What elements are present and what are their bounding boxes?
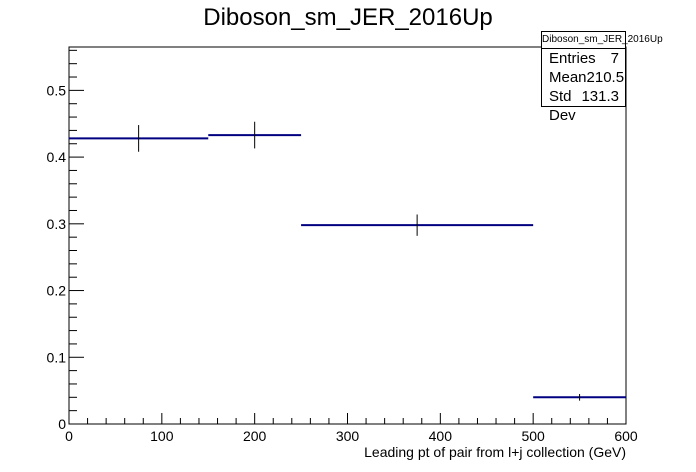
- stats-value: 7: [610, 50, 619, 67]
- histogram-bin: [301, 214, 534, 236]
- histogram-bin: [533, 393, 626, 401]
- x-tick-label: 200: [243, 428, 267, 444]
- axes: 0 100 200 300 400 500 600 0 0.1 0.2 0.3 0.4 0.5: [47, 46, 638, 444]
- stats-value: 210.5: [586, 69, 625, 86]
- y-tick-label: 0.3: [47, 216, 67, 232]
- stats-label: Std Dev: [549, 88, 576, 124]
- stats-box: Diboson_sm_JER_2016Up Entries 7 Mean 210…: [541, 31, 663, 124]
- x-tick-label: 600: [614, 428, 638, 444]
- x-tick-label: 300: [336, 428, 360, 444]
- y-tick-label: 0.4: [47, 149, 67, 165]
- stats-label: Mean: [549, 69, 587, 86]
- y-tick-label: 0.2: [47, 283, 67, 299]
- stats-value: 131.3: [581, 88, 619, 105]
- chart-title: Diboson_sm_JER_2016Up: [203, 4, 493, 31]
- stats-box-title: Diboson_sm_JER_2016Up: [542, 32, 663, 49]
- y-tick-label: 0: [58, 416, 66, 432]
- x-tick-label: 500: [521, 428, 545, 444]
- histogram-bin: [208, 121, 302, 149]
- x-tick-label: 400: [429, 428, 453, 444]
- y-tick-label: 0.5: [47, 82, 67, 98]
- x-tick-label: 0: [65, 428, 73, 444]
- stats-row-mean: Mean 210.5: [542, 68, 625, 87]
- histogram-bins: [69, 121, 626, 401]
- stats-row-stddev: Std Dev 131.3: [542, 87, 625, 125]
- x-tick-label: 100: [150, 428, 174, 444]
- x-axis-title: Leading pt of pair from l+j collection (…: [364, 444, 626, 460]
- y-tick-label: 0.1: [47, 349, 67, 365]
- stats-label: Entries: [549, 50, 596, 67]
- stats-row-entries: Entries 7: [542, 49, 625, 68]
- histogram-bin: [69, 125, 209, 152]
